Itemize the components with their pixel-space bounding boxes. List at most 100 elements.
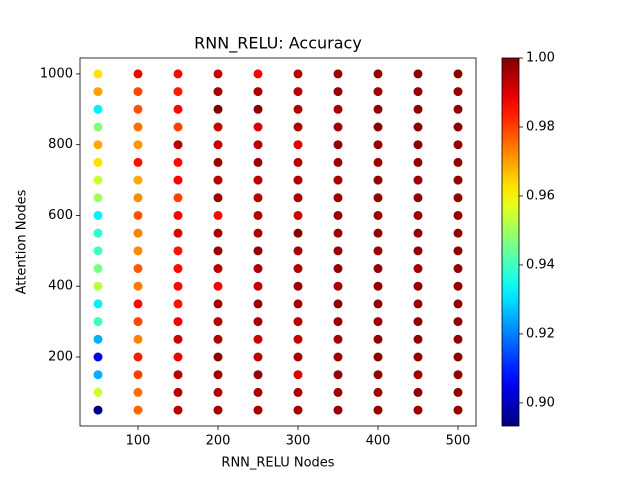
point xyxy=(173,69,183,79)
colorbar-tick-label: 1.00 xyxy=(526,51,555,66)
point xyxy=(93,228,103,238)
point xyxy=(373,140,383,150)
colorbar-frame xyxy=(501,57,520,427)
point xyxy=(373,175,383,185)
point xyxy=(293,210,303,220)
point xyxy=(373,352,383,362)
point xyxy=(453,210,463,220)
chart-title: RNN_RELU: Accuracy xyxy=(194,34,362,54)
point xyxy=(253,317,263,327)
y-tick-label: 400 xyxy=(48,279,73,294)
point xyxy=(93,264,103,274)
point xyxy=(133,334,143,344)
point xyxy=(253,87,263,97)
point xyxy=(173,193,183,203)
point xyxy=(133,387,143,397)
point xyxy=(253,104,263,114)
point xyxy=(253,352,263,362)
point xyxy=(453,264,463,274)
point xyxy=(333,370,343,380)
point xyxy=(413,264,423,274)
y-tick-label: 800 xyxy=(48,137,73,152)
point xyxy=(253,228,263,238)
point xyxy=(173,405,183,415)
point xyxy=(333,87,343,97)
point xyxy=(333,387,343,397)
point xyxy=(293,264,303,274)
point xyxy=(453,140,463,150)
point xyxy=(133,87,143,97)
point xyxy=(373,370,383,380)
point xyxy=(213,370,223,380)
point xyxy=(373,193,383,203)
point xyxy=(453,175,463,185)
point xyxy=(333,140,343,150)
point xyxy=(373,387,383,397)
x-tick-label: 400 xyxy=(366,434,391,449)
point xyxy=(173,87,183,97)
point xyxy=(253,405,263,415)
point xyxy=(413,299,423,309)
point xyxy=(373,157,383,167)
point xyxy=(213,122,223,132)
point xyxy=(213,264,223,274)
point xyxy=(293,317,303,327)
point xyxy=(253,299,263,309)
point xyxy=(333,175,343,185)
point xyxy=(453,246,463,256)
point xyxy=(333,122,343,132)
y-tick-label: 200 xyxy=(48,350,73,365)
point xyxy=(213,299,223,309)
point xyxy=(293,122,303,132)
point xyxy=(133,405,143,415)
point xyxy=(333,228,343,238)
plot-frame xyxy=(79,57,477,427)
point xyxy=(93,246,103,256)
point xyxy=(453,299,463,309)
point xyxy=(293,299,303,309)
point xyxy=(453,405,463,415)
point xyxy=(173,281,183,291)
point xyxy=(253,281,263,291)
point xyxy=(373,69,383,79)
point xyxy=(213,317,223,327)
point xyxy=(213,140,223,150)
point xyxy=(133,157,143,167)
point xyxy=(213,228,223,238)
point xyxy=(333,157,343,167)
colorbar-tick-label: 0.98 xyxy=(526,119,555,134)
point xyxy=(293,281,303,291)
point xyxy=(133,317,143,327)
point xyxy=(173,370,183,380)
point xyxy=(333,193,343,203)
point xyxy=(333,405,343,415)
point xyxy=(253,370,263,380)
point xyxy=(173,264,183,274)
point xyxy=(413,193,423,203)
point xyxy=(453,334,463,344)
point xyxy=(413,370,423,380)
point xyxy=(213,334,223,344)
point xyxy=(453,370,463,380)
point xyxy=(293,246,303,256)
point xyxy=(293,370,303,380)
point xyxy=(133,370,143,380)
point xyxy=(213,87,223,97)
point xyxy=(173,334,183,344)
point xyxy=(93,193,103,203)
point xyxy=(213,246,223,256)
point xyxy=(133,175,143,185)
point xyxy=(173,299,183,309)
point xyxy=(453,193,463,203)
point xyxy=(93,210,103,220)
point xyxy=(413,405,423,415)
point xyxy=(213,193,223,203)
point xyxy=(293,352,303,362)
point xyxy=(453,157,463,167)
point xyxy=(133,210,143,220)
point xyxy=(413,317,423,327)
point xyxy=(173,228,183,238)
point xyxy=(413,175,423,185)
point xyxy=(373,264,383,274)
point xyxy=(173,140,183,150)
